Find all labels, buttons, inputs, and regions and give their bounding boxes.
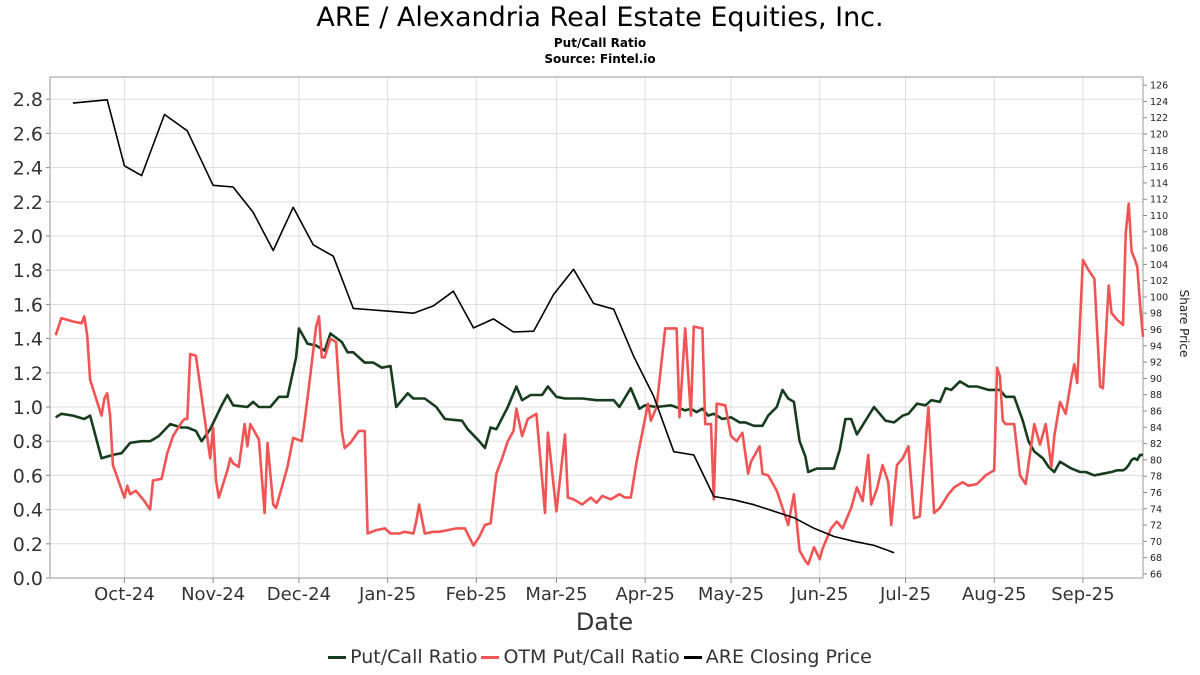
y-tick-label-right: 68	[1150, 553, 1162, 564]
y-tick-label-right: 124	[1150, 97, 1168, 108]
y-tick-label-right: 80	[1150, 455, 1162, 466]
x-tick-label: Nov-24	[181, 584, 245, 605]
x-tick-label: Jun-25	[790, 584, 849, 605]
y-tick-label-right: 66	[1150, 569, 1162, 580]
y-tick-label-right: 78	[1150, 472, 1162, 483]
y-tick-label-right: 90	[1150, 374, 1162, 385]
chart-legend: Put/Call Ratio OTM Put/Call Ratio ARE Cl…	[0, 646, 1200, 668]
y-tick-label-right: 116	[1150, 162, 1168, 173]
y-tick-label-right: 114	[1150, 178, 1168, 189]
legend-item-price: ARE Closing Price	[683, 646, 872, 668]
y-tick-label-right: 126	[1150, 81, 1168, 92]
y-tick-label-left: 0.8	[13, 431, 43, 453]
x-tick-label: Aug-25	[962, 584, 1027, 605]
y-tick-label-right: 94	[1150, 341, 1162, 352]
y-tick-label-left: 2.6	[13, 123, 43, 145]
y-tick-label-right: 110	[1150, 211, 1168, 222]
y-tick-label-right: 70	[1150, 537, 1162, 548]
x-axis-title: Date	[576, 608, 633, 636]
y-tick-label-right: 72	[1150, 521, 1162, 532]
y-tick-label-right: 102	[1150, 276, 1168, 287]
y-tick-label-left: 0.6	[13, 465, 43, 487]
x-tick-label: Dec-24	[267, 584, 331, 605]
y-tick-label-right: 98	[1150, 309, 1162, 320]
y-tick-label-left: 1.8	[13, 260, 43, 282]
y-tick-label-right: 76	[1150, 488, 1162, 499]
legend-item-put-call: Put/Call Ratio	[328, 646, 477, 668]
y-tick-label-right: 106	[1150, 244, 1168, 255]
put-call-ratio-line	[55, 327, 1143, 477]
y-tick-label-left: 2.8	[13, 89, 43, 111]
y-axis-title-right: Share Price	[1177, 290, 1191, 358]
y-tick-label-right: 122	[1150, 113, 1168, 124]
legend-swatch-put-call	[328, 655, 347, 659]
x-tick-label: Apr-25	[615, 584, 674, 605]
y-tick-label-left: 1.2	[13, 363, 43, 385]
y-tick-label-left: 2.0	[13, 226, 43, 248]
y-tick-label-right: 104	[1150, 260, 1168, 271]
y-tick-label-right: 84	[1150, 423, 1162, 434]
y-tick-label-left: 2.4	[13, 158, 43, 180]
x-tick-label: Jul-25	[879, 584, 931, 605]
y-tick-label-right: 100	[1150, 292, 1168, 303]
y-tick-label-right: 112	[1150, 195, 1168, 206]
y-tick-label-right: 120	[1150, 130, 1168, 141]
y-tick-label-right: 108	[1150, 227, 1168, 238]
y-tick-label-left: 1.6	[13, 294, 43, 316]
legend-label-price: ARE Closing Price	[705, 646, 872, 668]
x-tick-label: Feb-25	[446, 584, 507, 605]
y-tick-label-right: 82	[1150, 439, 1162, 450]
chart-canvas: 0.0 0.2 0.4 0.6 0.8 1.0 1.2 1.4 1.6 1.8 2.0 2.2 2.4 2…	[13, 76, 1191, 636]
chart-source: Source: Fintel.io	[544, 52, 656, 66]
otm-put-call-ratio-line	[54, 202, 1145, 566]
y-tick-label-right: 86	[1150, 407, 1162, 418]
x-tick-label: Oct-24	[94, 584, 155, 605]
legend-swatch-otm	[481, 655, 500, 659]
y-tick-label-left: 1.0	[13, 397, 43, 419]
are-closing-price-line	[72, 99, 895, 554]
y-tick-label-left: 2.2	[13, 192, 43, 214]
y-tick-label-left: 1.4	[13, 329, 43, 351]
chart-subtitle: Put/Call Ratio	[553, 36, 647, 50]
y-tick-label-left: 0.2	[13, 534, 43, 556]
x-tick-label: Mar-25	[525, 584, 587, 605]
y-tick-label-right: 92	[1150, 358, 1162, 369]
legend-label-put-call: Put/Call Ratio	[350, 646, 478, 668]
legend-swatch-price	[683, 655, 702, 659]
legend-item-otm: OTM Put/Call Ratio	[481, 646, 680, 668]
y-tick-label-right: 88	[1150, 390, 1162, 401]
y-tick-label-right: 74	[1150, 504, 1162, 515]
y-tick-label-left: 0.0	[13, 568, 43, 590]
y-tick-label-right: 118	[1150, 146, 1168, 157]
y-tick-label-left: 0.4	[13, 500, 43, 522]
x-tick-label: Jan-25	[358, 584, 416, 605]
x-tick-label: Sep-25	[1051, 584, 1114, 605]
y-tick-label-right: 96	[1150, 325, 1162, 336]
chart-title: ARE / Alexandria Real Estate Equities, I…	[316, 2, 884, 33]
legend-label-otm: OTM Put/Call Ratio	[503, 646, 680, 668]
x-tick-label: May-25	[698, 584, 764, 605]
